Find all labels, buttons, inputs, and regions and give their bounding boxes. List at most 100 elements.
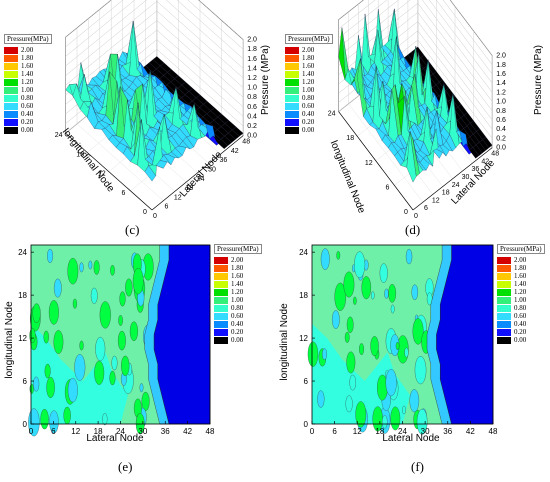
legend-item: 0.80: [214, 304, 262, 312]
z-tick-label: 1.2: [247, 75, 257, 82]
x-axis-line: [151, 135, 244, 211]
legend-swatch: [497, 288, 511, 296]
legend-item: 0.20: [497, 328, 545, 336]
x-tick-label: 36: [472, 166, 480, 173]
contour-blob: [33, 376, 40, 392]
legend-item: 1.80: [497, 264, 545, 272]
contour-blob: [405, 248, 413, 265]
legend-label: 1.40: [231, 280, 244, 288]
legend-item: 0.80: [285, 94, 333, 102]
contour-blob: [63, 406, 71, 425]
legend-d: Pressure(MPa) 2.00 1.80 1.60 1.40 1.20 1.00 0.8…: [285, 34, 333, 134]
contour-chart-f: 0 6 12 18 24 30 36 42 48 0 6 12 18 24 Lateral Node lo…: [279, 244, 498, 444]
y-axis-line: [65, 132, 153, 211]
contour-blob: [371, 291, 375, 300]
y-tick-label: 24: [299, 248, 308, 257]
contour-blob: [48, 300, 59, 325]
contour-blob: [43, 330, 49, 344]
legend-swatch: [214, 336, 228, 344]
y-tick-label: 12: [365, 160, 373, 167]
legend-label: 1.80: [231, 264, 244, 272]
contour-blob: [346, 351, 356, 374]
legend-swatch: [497, 296, 511, 304]
legend-swatch: [4, 86, 18, 94]
contour-blob: [331, 310, 340, 329]
legend-item: 0.20: [4, 118, 52, 126]
x-tick-label: 18: [442, 190, 450, 197]
wall-gridline: [338, 0, 493, 65]
surface-group: 0612182430364248061218240.00.20.40.60.81…: [328, 0, 506, 220]
x-axis-line: [412, 147, 493, 211]
contour-blob: [320, 248, 330, 270]
contour-blob: [411, 284, 419, 300]
legend-swatch: [497, 256, 511, 264]
legend-item: 0.60: [214, 312, 262, 320]
legend-label: 0.60: [514, 312, 527, 320]
x-tick-label: 6: [51, 427, 56, 436]
x-tick-label: 48: [491, 151, 499, 158]
legend-label: 1.20: [514, 288, 527, 296]
y-tick-label: 6: [23, 377, 28, 386]
legend-swatch: [214, 320, 228, 328]
x-tick-label: 48: [242, 139, 250, 146]
z-tick-label: 1.0: [496, 99, 506, 106]
contour-blob: [102, 413, 108, 426]
contour-blob: [29, 328, 36, 344]
legend-swatch: [4, 78, 18, 86]
legend-item: 0.40: [4, 110, 52, 118]
contour-blob: [395, 341, 400, 350]
legend-label: 2.00: [231, 256, 244, 264]
x-tick-label: 48: [489, 427, 498, 436]
z-tick-label: 0.6: [496, 117, 506, 124]
legend-swatch: [214, 288, 228, 296]
legend-label: 1.20: [231, 288, 244, 296]
legend-swatch: [4, 46, 18, 54]
z-tick-label: 1.4: [247, 65, 257, 72]
contour-blob: [44, 363, 51, 379]
contour-region: [31, 323, 128, 424]
legend-item: 1.20: [214, 288, 262, 296]
legend-swatch: [214, 272, 228, 280]
panel-d: 0 6 12 18 24 30 36 42 48 0 6 12 18 24 0.0 0.2 0.4 0.6 0.8 1…: [275, 0, 550, 240]
legend-item: 0.60: [497, 312, 545, 320]
legend-label: 1.20: [21, 78, 34, 86]
panel-c: 0 6 12 18 24 30 36 42 48 0 6 12 18 24 0.0 0.2 0.4 0.6 0.8 1…: [0, 0, 275, 240]
legend-swatch: [214, 280, 228, 288]
x-tick-label: 42: [481, 158, 489, 165]
x-tick-label: 42: [466, 427, 475, 436]
contour-blob: [336, 251, 341, 260]
y-tick-label: 18: [18, 291, 27, 300]
panel-label: (e): [118, 459, 133, 474]
legend-label: 1.00: [514, 296, 527, 304]
contour-blob: [353, 296, 357, 305]
legend-item: 1.40: [285, 70, 333, 78]
legend-item: 1.80: [285, 54, 333, 62]
wall-gridline: [65, 0, 244, 59]
contour-blob: [409, 389, 420, 413]
x-tick-label: 18: [94, 427, 103, 436]
legend-item: 0.60: [285, 102, 333, 110]
legend-item: 2.00: [214, 256, 262, 264]
y-tick-label: 12: [299, 334, 308, 343]
contour-blob: [93, 260, 100, 275]
contour-group: 0 6 12 18 24 30 36 42 48 0 6 12 18 24: [18, 244, 215, 437]
legend-title: Pressure(MPa): [285, 34, 333, 44]
surface-facet: [232, 126, 244, 137]
legend-label: 1.60: [302, 62, 315, 70]
legend-swatch: [497, 328, 511, 336]
legend-swatch: [285, 62, 299, 70]
z-tick-label: 2.0: [496, 53, 506, 60]
x-tick-label: 24: [197, 176, 205, 183]
legend-swatch: [4, 110, 18, 118]
contour-blob: [79, 340, 84, 351]
legend-label: 1.20: [302, 78, 315, 86]
legend-c: Pressure(MPa) 2.00 1.80 1.60 1.40 1.20 1.00 0.8…: [4, 34, 52, 134]
panel-e: 0 6 12 18 24 30 36 42 48 0 6 12 18 24 Lateral Node lo…: [0, 240, 275, 477]
contour-blob: [32, 303, 41, 323]
legend-item: 1.60: [497, 272, 545, 280]
contour-blob: [346, 316, 354, 333]
legend-label: 0.80: [231, 304, 244, 312]
contour-blob: [49, 410, 59, 434]
legend-label: 0.60: [302, 102, 315, 110]
